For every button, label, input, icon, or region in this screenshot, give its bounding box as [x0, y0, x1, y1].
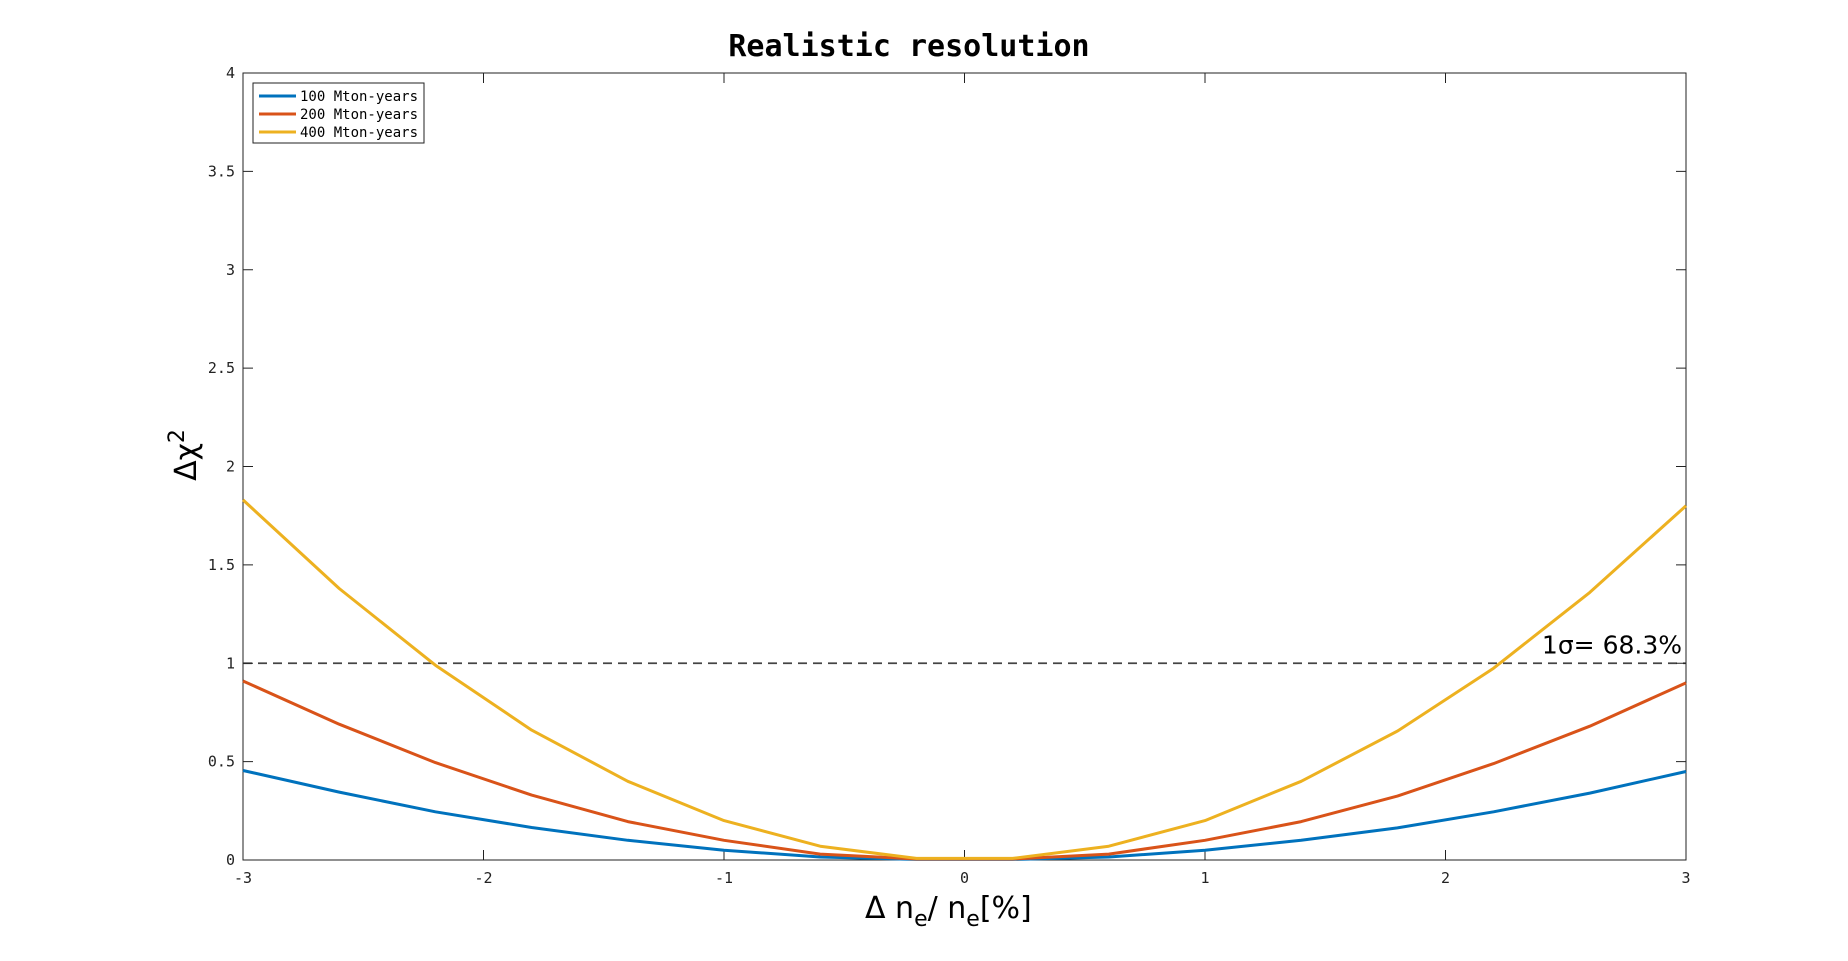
- legend-label: 400 Mton-years: [300, 125, 418, 141]
- x-tick-label: 1: [1200, 869, 1209, 887]
- x-axis-label-sub2: e: [966, 907, 980, 932]
- y-axis-label: Δχ2: [165, 429, 204, 481]
- x-axis-label-sub: e: [914, 907, 928, 932]
- y-axis-label-sup: 2: [165, 429, 190, 443]
- y-tick-label: 3: [226, 261, 235, 279]
- axis-ticks: -3 -2 -1 0 1 2 3 0 0.5 1 1.5 2 2.5 3 3.5 4: [208, 64, 1691, 887]
- x-tick-label: -2: [474, 869, 492, 887]
- series-line-3: [241, 498, 1688, 860]
- x-axis-label-main: Δ n: [865, 891, 914, 926]
- series-lines: [241, 498, 1688, 861]
- legend-label: 100 Mton-years: [300, 89, 418, 105]
- plot-area: [242, 72, 1687, 861]
- series-line-2: [242, 679, 1687, 861]
- x-axis-label: Δ ne/ ne[%]: [865, 891, 1032, 932]
- y-tick-label: 3.5: [208, 162, 235, 180]
- x-tick-label: -1: [715, 869, 733, 887]
- y-tick-label: 0: [226, 851, 235, 869]
- x-tick-label: -3: [234, 869, 252, 887]
- x-tick-label: 0: [960, 869, 969, 887]
- y-tick-label: 2: [226, 458, 235, 476]
- chart-title: Realistic resolution: [728, 29, 1089, 64]
- y-tick-label: 1.5: [208, 556, 235, 574]
- y-tick-label: 4: [226, 64, 235, 82]
- y-axis-label-main: Δχ: [169, 443, 204, 481]
- y-tick-label: 0.5: [208, 753, 235, 771]
- y-tick-label: 1: [226, 654, 235, 672]
- series-line-1: [242, 769, 1687, 861]
- legend: 100 Mton-years 200 Mton-years 400 Mton-yea…: [252, 82, 425, 144]
- legend-label: 200 Mton-years: [300, 107, 418, 123]
- reference-line-label: 1σ= 68.3%: [1542, 630, 1682, 659]
- x-tick-label: 2: [1441, 869, 1450, 887]
- x-axis-label-mid: / n: [928, 891, 967, 926]
- x-tick-label: 3: [1681, 869, 1690, 887]
- x-axis-label-end: [%]: [980, 891, 1032, 926]
- y-tick-label: 2.5: [208, 359, 235, 377]
